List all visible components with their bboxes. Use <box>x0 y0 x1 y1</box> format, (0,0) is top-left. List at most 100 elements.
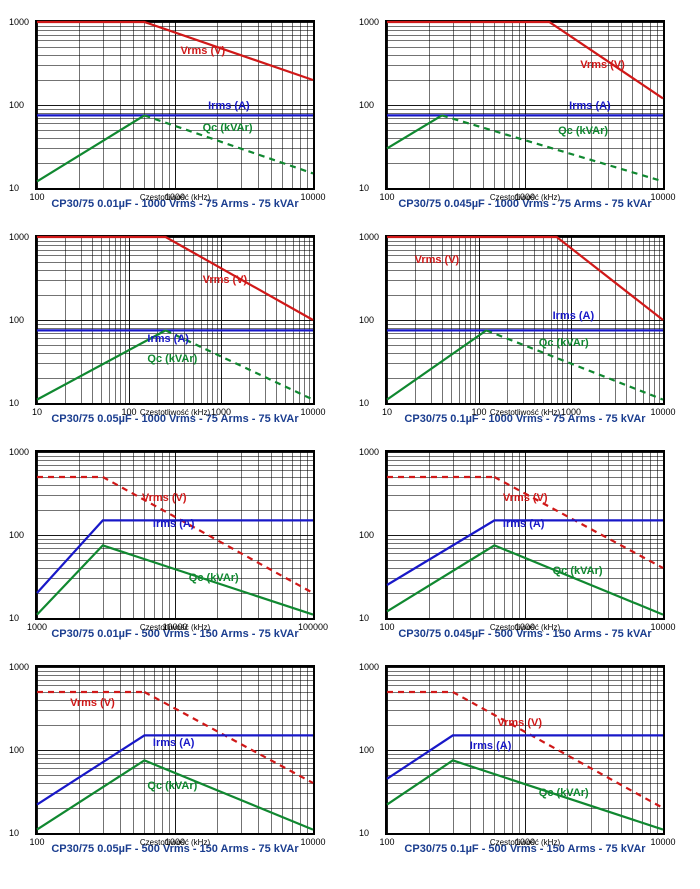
chart-plot-area: 101001000100010000100000Częstotliwość (k… <box>35 450 315 620</box>
x-tick-label: 100000 <box>298 622 328 632</box>
series-qc <box>37 760 313 829</box>
series-vrms <box>387 237 663 320</box>
series-label-vrms: Vrms (V) <box>203 274 248 286</box>
x-tick-label: 10000 <box>300 192 325 202</box>
chart-cell: 101001000100010000100000Częstotliwość (k… <box>20 450 330 640</box>
x-axis-label: Częstotliwość (kHz) <box>490 838 560 847</box>
series-label-irms: Irms (A) <box>147 333 189 345</box>
chart-plot-area: 101001000100100010000Częstotliwość (kHz)… <box>35 665 315 835</box>
chart-plot-area: 101001000100100010000Częstotliwość (kHz)… <box>385 20 665 190</box>
x-axis-label: Częstotliwość (kHz) <box>140 193 210 202</box>
series-label-vrms: Vrms (V) <box>70 697 115 709</box>
series-label-vrms: Vrms (V) <box>181 45 226 57</box>
series-qc_rise <box>387 330 486 399</box>
y-tick-label: 10 <box>359 828 369 838</box>
x-tick-label: 100 <box>379 837 394 847</box>
x-tick-label: 1000 <box>211 407 231 417</box>
series-irms <box>37 520 313 593</box>
y-tick-label: 100 <box>9 100 24 110</box>
series-qc_rise <box>37 330 166 399</box>
chart-plot-area: 101001000100100010000Częstotliwość (kHz)… <box>385 450 665 620</box>
y-tick-label: 1000 <box>359 447 379 457</box>
series-svg <box>37 667 313 833</box>
series-svg <box>37 452 313 618</box>
x-tick-label: 10 <box>32 407 42 417</box>
y-tick-label: 1000 <box>359 662 379 672</box>
series-label-qc: Qc (kVAr) <box>203 122 253 134</box>
x-tick-label: 100 <box>29 192 44 202</box>
x-tick-label: 100 <box>379 622 394 632</box>
series-label-irms: Irms (A) <box>470 740 512 752</box>
y-tick-label: 10 <box>359 613 369 623</box>
y-tick-label: 10 <box>9 828 19 838</box>
y-tick-label: 100 <box>359 745 374 755</box>
series-label-qc: Qc (kVAr) <box>189 572 239 584</box>
x-axis-label: Częstotliwość (kHz) <box>140 408 210 417</box>
series-svg <box>387 22 663 188</box>
series-qc_fall <box>442 115 663 181</box>
chart-cell: 10100100010100100010000Częstotliwość (kH… <box>370 235 680 425</box>
series-svg <box>387 667 663 833</box>
y-tick-label: 100 <box>359 315 374 325</box>
y-tick-label: 100 <box>9 745 24 755</box>
chart-cell: 10100100010100100010000Częstotliwość (kH… <box>20 235 330 425</box>
x-tick-label: 10000 <box>650 837 675 847</box>
series-qc_rise <box>37 115 144 181</box>
y-tick-label: 1000 <box>9 17 29 27</box>
series-label-qc: Qc (kVAr) <box>147 353 197 365</box>
series-label-vrms: Vrms (V) <box>497 717 542 729</box>
y-tick-label: 10 <box>9 183 19 193</box>
series-label-vrms: Vrms (V) <box>142 492 187 504</box>
chart-cell: 101001000100100010000Częstotliwość (kHz)… <box>370 665 680 855</box>
x-tick-label: 10 <box>382 407 392 417</box>
y-tick-label: 1000 <box>359 17 379 27</box>
series-label-vrms: Vrms (V) <box>580 59 625 71</box>
series-label-qc: Qc (kVAr) <box>539 787 589 799</box>
x-tick-label: 10000 <box>300 837 325 847</box>
x-axis-label: Częstotliwość (kHz) <box>490 623 560 632</box>
chart-cell: 101001000100100010000Częstotliwość (kHz)… <box>370 450 680 640</box>
x-axis-label: Częstotliwość (kHz) <box>140 838 210 847</box>
x-tick-label: 100 <box>471 407 486 417</box>
y-tick-label: 10 <box>359 398 369 408</box>
y-tick-label: 1000 <box>9 662 29 672</box>
x-tick-label: 100 <box>29 837 44 847</box>
y-tick-label: 100 <box>359 100 374 110</box>
x-tick-label: 10000 <box>650 192 675 202</box>
y-tick-label: 10 <box>9 613 19 623</box>
series-svg <box>37 237 313 403</box>
series-label-vrms: Vrms (V) <box>415 254 460 266</box>
chart-plot-area: 101001000100100010000Częstotliwość (kHz)… <box>35 20 315 190</box>
series-svg <box>37 22 313 188</box>
y-tick-label: 100 <box>9 530 24 540</box>
y-tick-label: 100 <box>359 530 374 540</box>
series-label-qc: Qc (kVAr) <box>147 780 197 792</box>
x-tick-label: 10000 <box>650 622 675 632</box>
series-irms <box>387 735 663 778</box>
x-axis-label: Częstotliwość (kHz) <box>490 193 560 202</box>
series-label-irms: Irms (A) <box>503 518 545 530</box>
series-label-irms: Irms (A) <box>208 100 250 112</box>
y-tick-label: 10 <box>359 183 369 193</box>
series-label-irms: Irms (A) <box>153 518 195 530</box>
series-qc_rise <box>387 115 442 148</box>
x-tick-label: 100 <box>379 192 394 202</box>
series-label-vrms: Vrms (V) <box>503 492 548 504</box>
chart-grid: 10 100 1000 100 1000 10000 Częstotliwość (kHz)… <box>20 20 680 855</box>
y-tick-label: 1000 <box>359 232 379 242</box>
series-label-irms: Irms (A) <box>569 100 611 112</box>
x-axis-label: Częstotliwość (kHz) <box>490 408 560 417</box>
series-vrms <box>37 22 313 80</box>
chart-cell: 101001000100100010000Częstotliwość (kHz)… <box>20 20 330 210</box>
chart-cell: 101001000100100010000Częstotliwość (kHz)… <box>370 20 680 210</box>
x-tick-label: 10000 <box>650 407 675 417</box>
y-tick-label: 100 <box>9 315 24 325</box>
chart-plot-area: 101001000100100010000Częstotliwość (kHz)… <box>385 665 665 835</box>
x-tick-label: 10000 <box>300 407 325 417</box>
series-label-irms: Irms (A) <box>153 737 195 749</box>
chart-plot-area: 10100100010100100010000Częstotliwość (kH… <box>35 235 315 405</box>
x-tick-label: 1000 <box>27 622 47 632</box>
series-vrms <box>37 237 313 320</box>
series-label-qc: Qc (kVAr) <box>553 565 603 577</box>
x-axis-label: Częstotliwość (kHz) <box>140 623 210 632</box>
